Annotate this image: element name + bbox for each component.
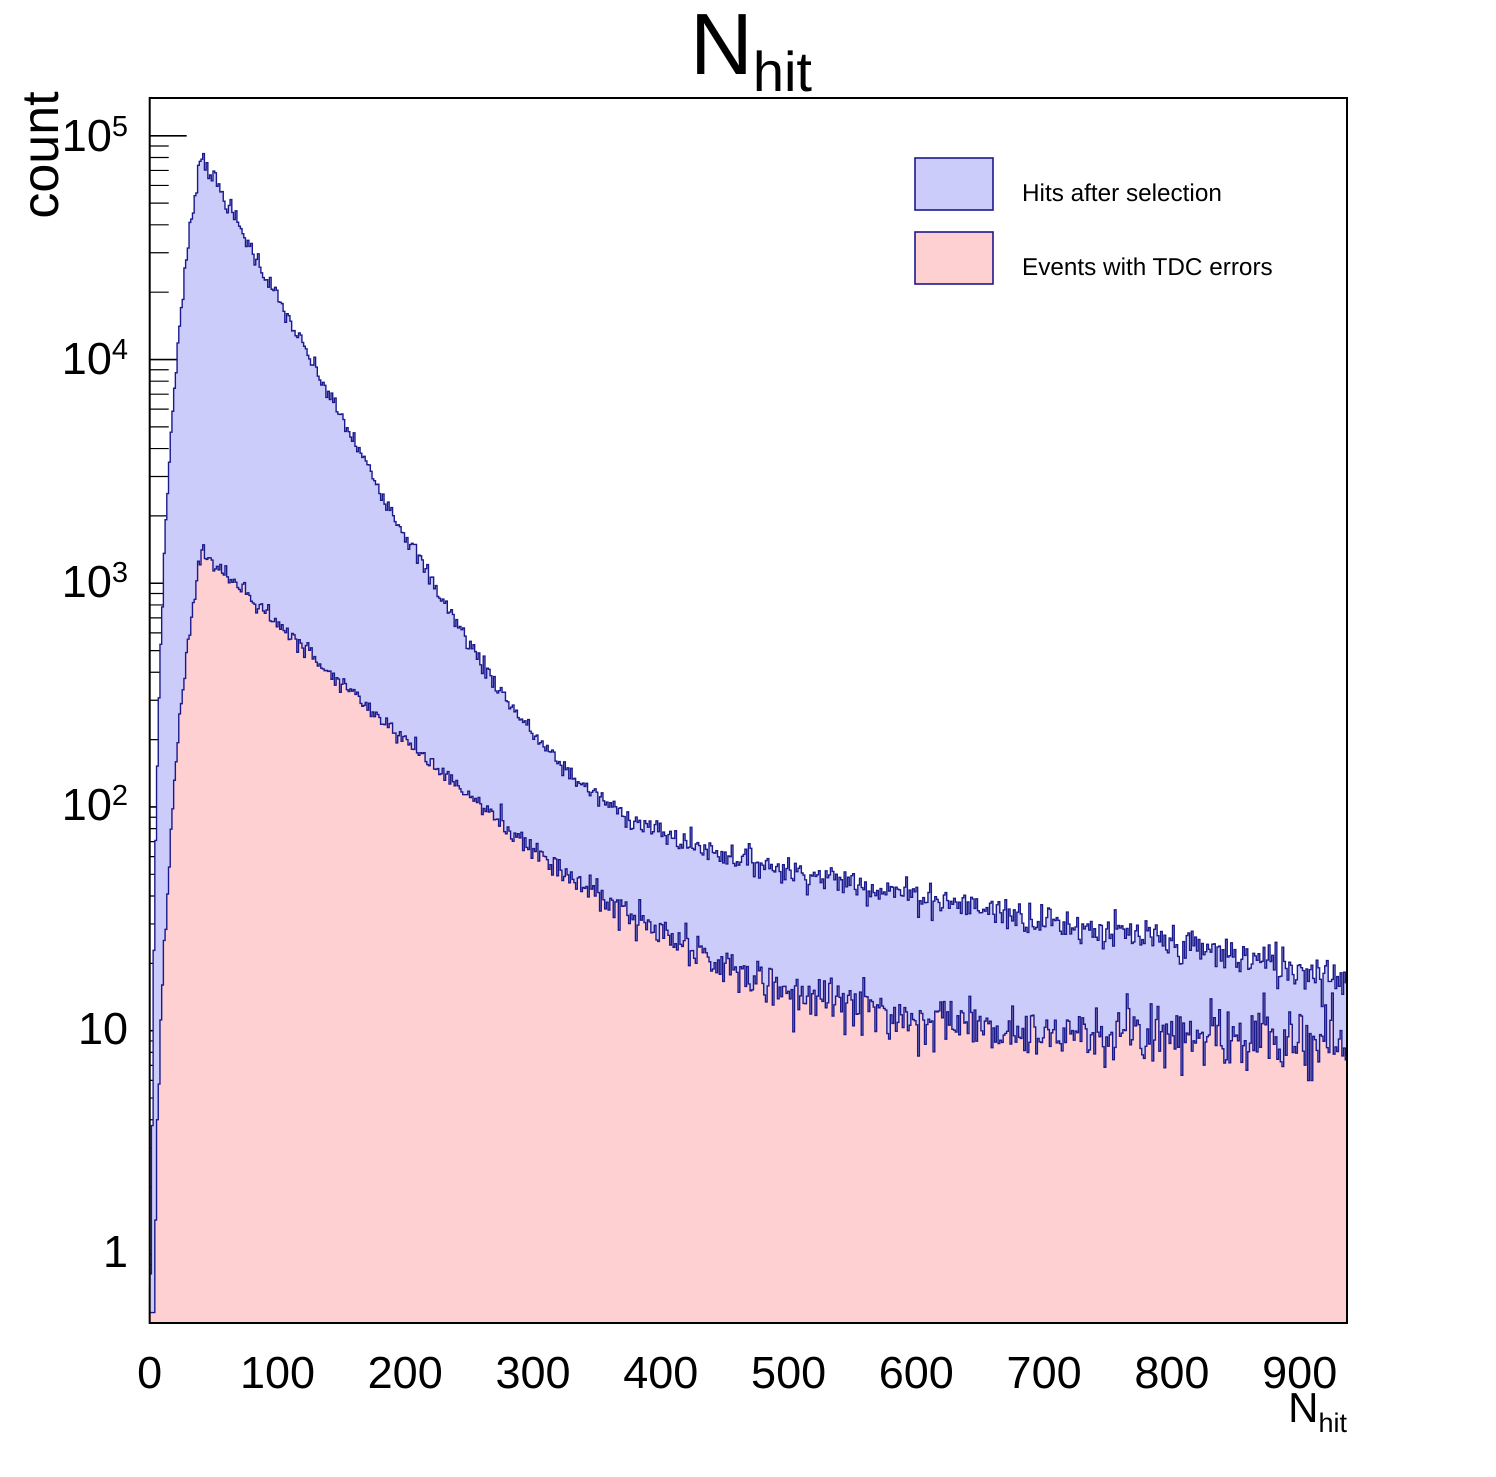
svg-text:Events with TDC errors: Events with TDC errors — [1022, 254, 1273, 281]
svg-text:100: 100 — [240, 1347, 315, 1398]
svg-text:800: 800 — [1134, 1347, 1209, 1398]
svg-text:300: 300 — [495, 1347, 570, 1398]
svg-text:10: 10 — [78, 1003, 128, 1054]
svg-text:Hits after selection: Hits after selection — [1022, 180, 1222, 207]
svg-text:0: 0 — [137, 1347, 162, 1398]
svg-text:400: 400 — [623, 1347, 698, 1398]
svg-text:500: 500 — [751, 1347, 826, 1398]
svg-text:200: 200 — [368, 1347, 443, 1398]
svg-text:600: 600 — [879, 1347, 954, 1398]
svg-text:1: 1 — [103, 1226, 128, 1277]
svg-text:700: 700 — [1007, 1347, 1082, 1398]
